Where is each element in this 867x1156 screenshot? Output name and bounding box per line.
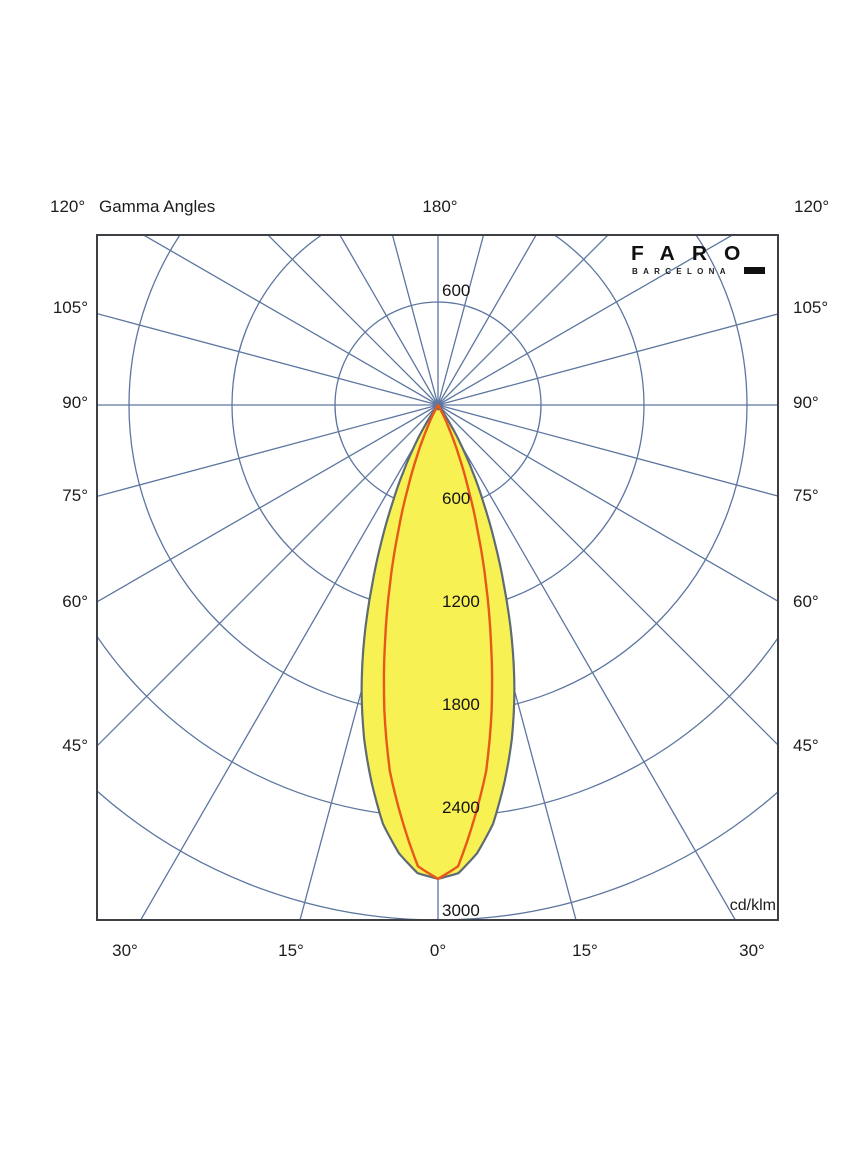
gamma-label-bottom-30-left: 30° (112, 941, 138, 960)
radial-line-135 (437, 235, 609, 406)
faro-logo-bar-icon (744, 267, 765, 274)
gamma-label-top-right-120: 120° (794, 197, 830, 216)
gamma-label-left-60: 60° (62, 592, 88, 611)
gamma-label-right-75: 75° (793, 486, 819, 505)
radial-line-315 (97, 404, 439, 747)
radial-line-150 (437, 235, 537, 406)
radial-line-255 (97, 312, 439, 406)
radial-line-195 (391, 235, 439, 406)
gamma-label-right-45: 45° (793, 736, 819, 755)
gamma-label-top-left-120: 120° (50, 197, 86, 216)
gamma-label-right-60: 60° (793, 592, 819, 611)
radial-line-240 (142, 235, 439, 406)
unit-label: cd/klm (729, 897, 776, 914)
chart-frame (96, 234, 779, 921)
ring-label-2400: 2400 (442, 798, 480, 817)
faro-logo: FARO BARCELONA (631, 243, 769, 276)
radial-line-75 (437, 404, 778, 497)
radial-line-285 (97, 404, 439, 498)
radial-line-210 (339, 235, 439, 406)
beam-curve-c90-c270 (382, 403, 494, 880)
radial-line-300 (97, 404, 439, 603)
radial-line-60 (437, 404, 778, 603)
gamma-label-bottom-15-left: 15° (278, 941, 304, 960)
radial-line-45 (437, 404, 778, 746)
gamma-label-right-90: 90° (793, 393, 819, 412)
faro-logo-subline: BARCELONA (631, 267, 767, 276)
ring-label-600: 600 (442, 489, 470, 508)
radial-line-165 (437, 235, 485, 406)
ring-value-labels: 600 1200 1800 2400 3000 600 (442, 281, 480, 920)
gamma-label-left-105: 105° (52, 298, 88, 317)
gamma-label-bottom-15-right: 15° (572, 941, 598, 960)
radial-line-105 (437, 313, 778, 406)
ring-label-3000: 3000 (442, 901, 480, 920)
radial-line-330 (139, 404, 439, 920)
ring-label-1800: 1800 (442, 695, 480, 714)
gamma-label-left-90: 90° (62, 393, 88, 412)
ring-label-upper-600: 600 (442, 281, 470, 300)
radial-line-30 (437, 404, 737, 920)
gamma-label-left-75: 75° (62, 486, 88, 505)
radial-line-225 (267, 235, 439, 406)
radial-line-120 (437, 235, 734, 406)
chart-title: Gamma Angles (99, 197, 216, 216)
faro-logo-city: BARCELONA (632, 267, 731, 276)
faro-logo-wordmark: FARO (631, 243, 758, 265)
gamma-label-right-105: 105° (793, 298, 829, 317)
gamma-label-bottom-30-right: 30° (739, 941, 765, 960)
ring-label-1200: 1200 (442, 592, 480, 611)
gamma-label-left-45: 45° (62, 736, 88, 755)
gamma-label-top-180: 180° (422, 197, 458, 216)
gamma-label-bottom-0: 0° (429, 941, 447, 960)
